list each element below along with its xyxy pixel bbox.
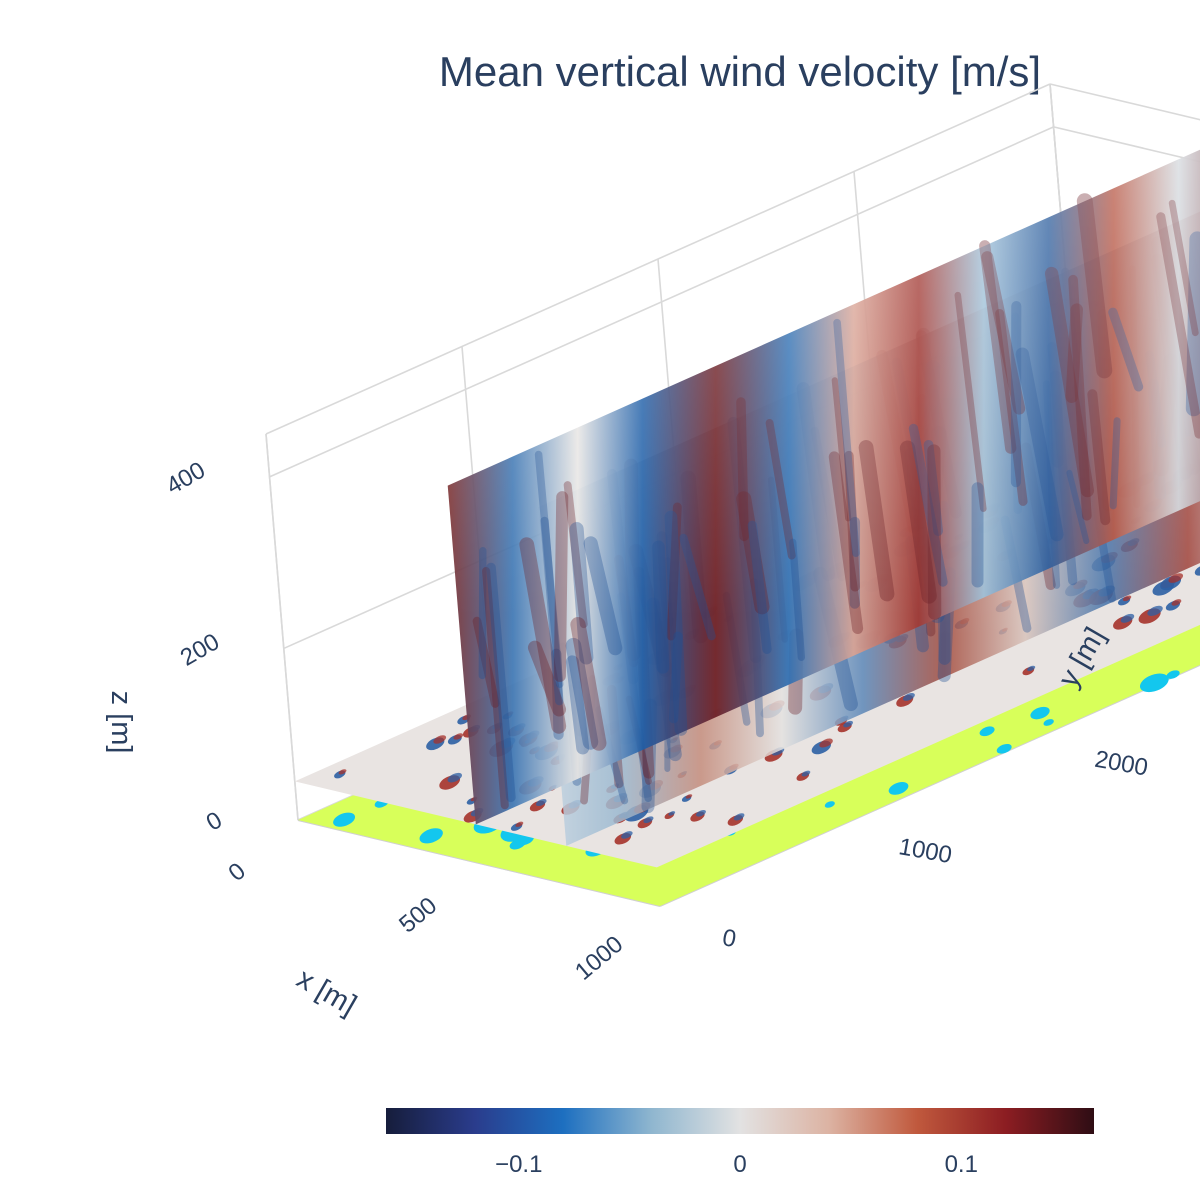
velocity-blob xyxy=(447,772,462,783)
x-tick-label: 1000 xyxy=(570,931,628,986)
velocity-blob xyxy=(643,816,654,824)
z-tick-label: 0 xyxy=(202,806,227,836)
velocity-blob xyxy=(902,692,915,701)
velocity-blob xyxy=(685,794,693,799)
velocity-blob xyxy=(819,738,833,748)
x-tick-label: 0 xyxy=(223,858,251,887)
mask-spot xyxy=(1030,706,1050,720)
colorbar-bar xyxy=(386,1108,1094,1134)
velocity-blob xyxy=(453,733,464,740)
colorbar-tick-label: 0 xyxy=(733,1151,746,1178)
colorbar: −0.1 0 0.1 xyxy=(386,1108,1094,1178)
velocity-blob xyxy=(338,769,347,775)
velocity-blob xyxy=(1120,613,1135,623)
velocity-blob xyxy=(1194,564,1200,576)
velocity-blob xyxy=(696,809,706,817)
velocity-blob xyxy=(733,813,745,821)
mask-spot xyxy=(888,782,909,795)
chart-title: Mean vertical wind velocity [m/s] xyxy=(438,48,1042,95)
colorbar-tick-label: −0.1 xyxy=(495,1151,542,1178)
velocity-blob xyxy=(801,770,811,777)
z-tick-label: 200 xyxy=(176,628,224,671)
mask-spot xyxy=(333,812,356,827)
velocity-blob xyxy=(515,821,524,827)
grid-edge xyxy=(1049,83,1200,121)
grid-line-z xyxy=(269,126,1054,478)
velocity-blob xyxy=(1122,595,1132,602)
y-tick-label: 2000 xyxy=(1093,746,1150,782)
mask-spot xyxy=(1043,719,1054,726)
mask-spot xyxy=(1139,673,1169,693)
z-tick-label: 400 xyxy=(162,457,210,500)
y-tick-label: 1000 xyxy=(897,833,954,869)
x-axis-title: x [m] xyxy=(291,963,361,1022)
velocity-blob xyxy=(668,811,676,816)
x-tick-label: 500 xyxy=(394,892,442,938)
mask-spot xyxy=(996,743,1012,754)
velocity-blob xyxy=(621,831,633,839)
velocity-blob xyxy=(1171,599,1182,606)
velocity-blob xyxy=(433,735,447,744)
vertical-slice-sheen xyxy=(447,149,1200,825)
grid-line-y xyxy=(265,433,299,821)
vertical-slices xyxy=(447,149,1200,846)
velocity-blob xyxy=(1147,605,1163,617)
mask-spot xyxy=(419,828,443,844)
velocity-blob xyxy=(535,798,547,807)
colorbar-tick-label: 0.1 xyxy=(945,1151,978,1178)
mask-spot xyxy=(979,726,995,737)
velocity-blob xyxy=(1168,573,1184,583)
velocity-blob xyxy=(1027,665,1036,672)
mask-spot xyxy=(824,801,835,808)
mask-spot xyxy=(1166,670,1180,679)
grid-line-z xyxy=(1053,126,1200,163)
z-axis-title: z [m] xyxy=(105,691,137,754)
y-tick-label: 0 xyxy=(720,924,738,953)
